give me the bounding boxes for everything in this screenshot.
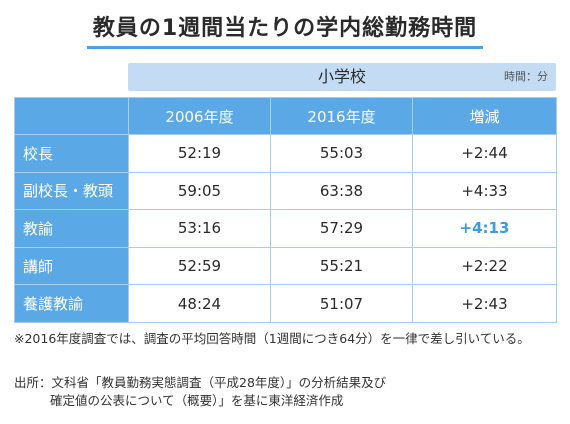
table-header-row: 2006年度 2016年度 増減	[14, 97, 557, 135]
table-row: 教諭 53:16 57:29 +4:13	[14, 209, 557, 248]
cell-2006: 59:05	[128, 171, 271, 211]
page-title: 教員の1週間当たりの学内総勤務時間	[86, 10, 484, 49]
cell-2006: 52:59	[128, 246, 271, 286]
row-label: 講師	[14, 246, 129, 286]
cell-change: +4:33	[412, 171, 557, 211]
cell-2016: 55:21	[270, 246, 413, 286]
column-header: 2016年度	[270, 97, 413, 135]
cell-change-highlight: +4:13	[412, 209, 557, 248]
cell-2016: 57:29	[270, 209, 413, 248]
column-header: 増減	[412, 97, 557, 135]
table-row: 副校長・教頭 59:05 63:38 +4:33	[14, 171, 557, 211]
school-type-header: 小学校 時間：分	[128, 63, 556, 91]
cell-2006: 53:16	[128, 209, 271, 248]
row-label: 養護教諭	[14, 284, 129, 323]
row-label: 校長	[14, 134, 129, 173]
row-label: 教諭	[14, 209, 129, 248]
title-wrap: 教員の1週間当たりの学内総勤務時間	[0, 10, 570, 49]
source-line-2: 確定値の公表について（概要）」を基に東洋経済作成	[50, 393, 344, 408]
cell-change: +2:44	[412, 134, 557, 173]
work-hours-table: 2006年度 2016年度 増減 校長 52:19 55:03 +2:44 副校…	[14, 97, 557, 323]
table-row: 講師 52:59 55:21 +2:22	[14, 246, 557, 286]
source-note: 出所：文科省「教員勤務実態調査（平成28年度）」の分析結果及び 確定値の公表につ…	[14, 374, 559, 410]
source-line-1: 出所：文科省「教員勤務実態調査（平成28年度）」の分析結果及び	[14, 375, 387, 390]
footnote: ※2016年度調査では、調査の平均回答時間（1週間につき64分）を一律で差し引い…	[14, 331, 530, 346]
table-row: 校長 52:19 55:03 +2:44	[14, 134, 557, 173]
cell-2016: 51:07	[270, 284, 413, 323]
cell-2006: 48:24	[128, 284, 271, 323]
cell-change: +2:22	[412, 246, 557, 286]
table-row: 養護教諭 48:24 51:07 +2:43	[14, 284, 557, 323]
unit-label: 時間：分	[504, 70, 548, 83]
cell-2016: 63:38	[270, 171, 413, 211]
row-label: 副校長・教頭	[14, 171, 129, 211]
cell-2016: 55:03	[270, 134, 413, 173]
column-header: 2006年度	[128, 97, 271, 135]
cell-2006: 52:19	[128, 134, 271, 173]
cell-change: +2:43	[412, 284, 557, 323]
school-type-label: 小学校	[317, 67, 366, 86]
corner-cell	[14, 97, 129, 135]
